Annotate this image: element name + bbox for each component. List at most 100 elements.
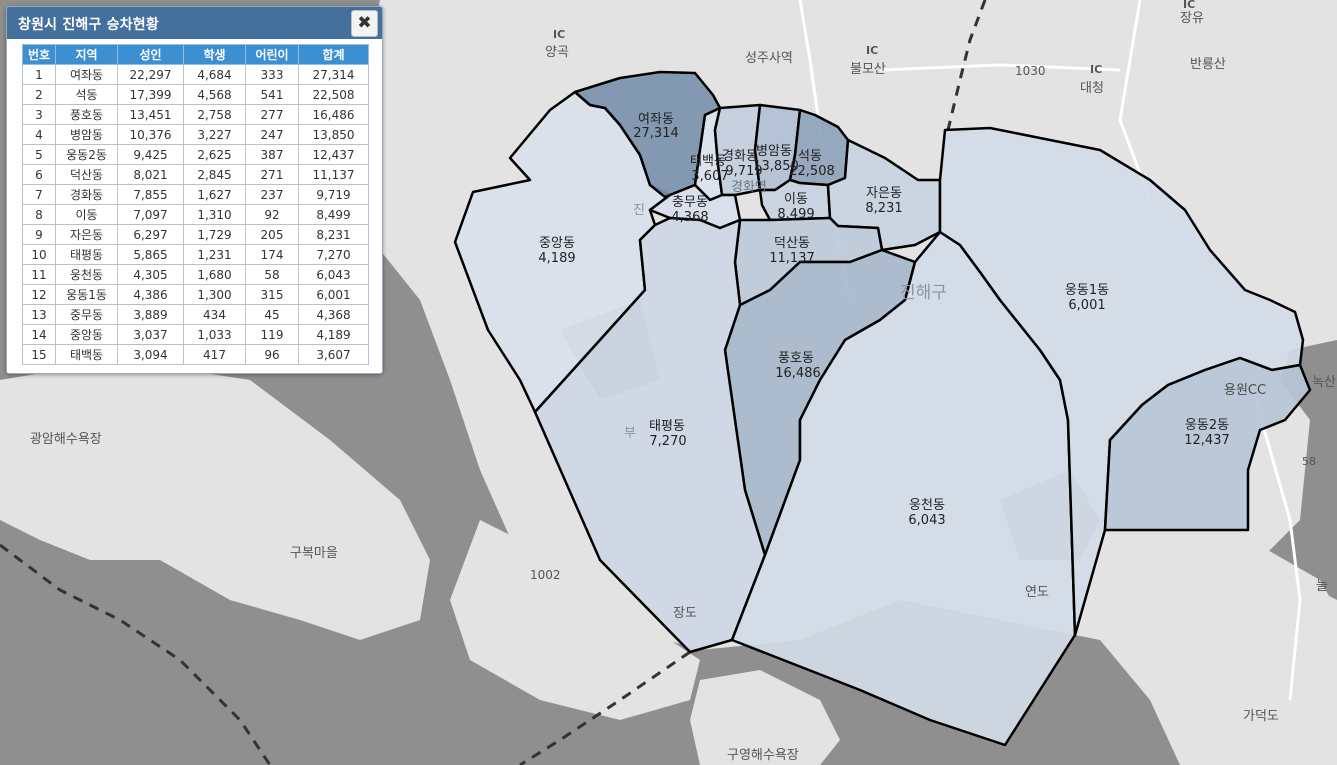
table-cell: 1,729 <box>183 224 246 245</box>
place-yanggok: 양곡 <box>545 45 569 60</box>
place-noksan: 녹산 <box>1312 375 1336 390</box>
table-cell: 58 <box>245 264 299 285</box>
ic-badge-jangyu: IC <box>1183 0 1195 11</box>
table-cell: 7,270 <box>298 244 369 265</box>
label-gyeonghwa-name: 경화동 <box>722 149 758 164</box>
table-cell: 5,865 <box>117 244 184 265</box>
label-pungho-total: 16,486 <box>775 366 821 381</box>
place-gyeonghwa-station: 경화역 <box>731 180 767 195</box>
table-cell: 8 <box>22 204 56 225</box>
table-cell: 6,043 <box>298 264 369 285</box>
table-cell: 3,094 <box>117 344 184 365</box>
table-row: 7 경화동 7,855 1,627 237 9,719 <box>22 184 369 205</box>
label-deoksan-name: 덕산동 <box>774 236 810 251</box>
table-cell: 13,451 <box>117 104 184 125</box>
label-pungho-name: 풍호동 <box>778 351 814 366</box>
table-cell: 1,033 <box>183 324 246 345</box>
table-cell: 247 <box>245 124 299 145</box>
table-cell: 119 <box>245 324 299 345</box>
table-row: 14 중앙동 3,037 1,033 119 4,189 <box>22 324 369 345</box>
table-cell: 12,437 <box>298 144 369 165</box>
road-1002: 1002 <box>530 568 561 582</box>
table-cell: 277 <box>245 104 299 125</box>
table-cell: 22,508 <box>298 84 369 105</box>
table-cell: 1,310 <box>183 204 246 225</box>
table-cell: 병암동 <box>55 124 118 145</box>
label-jaeun-name: 자은동 <box>866 186 902 201</box>
district-ungdong2[interactable] <box>1103 356 1312 532</box>
table-cell: 1,680 <box>183 264 246 285</box>
table-cell: 8,499 <box>298 204 369 225</box>
table-cell: 3,889 <box>117 304 184 325</box>
label-deoksan-total: 11,137 <box>769 251 815 266</box>
table-cell: 9,719 <box>298 184 369 205</box>
table-cell: 7,097 <box>117 204 184 225</box>
place-jinhae-gu: 진해구 <box>900 283 947 303</box>
table-cell: 4,305 <box>117 264 184 285</box>
district-polygons <box>453 70 1312 747</box>
label-jungang-name: 중앙동 <box>539 236 575 251</box>
table-cell: 2,625 <box>183 144 246 165</box>
table-cell: 8,231 <box>298 224 369 245</box>
label-jaeun-total: 8,231 <box>865 201 902 216</box>
table-cell: 중무동 <box>55 304 118 325</box>
table-cell: 45 <box>245 304 299 325</box>
table-cell: 417 <box>183 344 246 365</box>
table-cell: 92 <box>245 204 299 225</box>
table-row: 13 중무동 3,889 434 45 4,368 <box>22 304 369 325</box>
table-cell: 3,037 <box>117 324 184 345</box>
table-cell: 15 <box>22 344 56 365</box>
place-bu: 부 <box>624 426 636 441</box>
table-cell: 웅천동 <box>55 264 118 285</box>
table-cell: 6,297 <box>117 224 184 245</box>
table-cell: 3 <box>22 104 56 125</box>
table-cell: 4,368 <box>298 304 369 325</box>
label-ungdong1-total: 6,001 <box>1068 298 1105 313</box>
popup-header: 창원시 진해구 승차현황 ✖ <box>7 7 382 39</box>
table-row: 8 이동 7,097 1,310 92 8,499 <box>22 204 369 225</box>
label-seok-total: 22,508 <box>789 164 835 179</box>
close-button[interactable]: ✖ <box>351 10 378 37</box>
table-cell: 13 <box>22 304 56 325</box>
col-header-child: 어린이 <box>245 44 299 65</box>
table-cell: 17,399 <box>117 84 184 105</box>
table-cell: 7,855 <box>117 184 184 205</box>
table-cell: 27,314 <box>298 64 369 85</box>
table-cell: 13,850 <box>298 124 369 145</box>
label-taebaek-name: 태백동 <box>690 154 726 169</box>
label-jungmu-total: 4,368 <box>671 210 708 225</box>
label-byeongam-name: 병암동 <box>756 144 792 159</box>
table-cell: 174 <box>245 244 299 265</box>
table-header-row: 번호 지역 성인 학생 어린이 합계 <box>22 44 369 65</box>
table-cell: 9,425 <box>117 144 184 165</box>
label-ungdong1-name: 웅동1동 <box>1065 283 1109 298</box>
table-row: 15 태백동 3,094 417 96 3,607 <box>22 344 369 365</box>
label-gyeonghwa-total: 9,719 <box>725 164 762 179</box>
col-header-adult: 성인 <box>117 44 184 65</box>
ic-badge-yanggok: IC <box>553 28 565 41</box>
label-ungcheon-name: 웅천동 <box>909 498 945 513</box>
table-cell: 여좌동 <box>55 64 118 85</box>
table-cell: 2 <box>22 84 56 105</box>
table-cell: 4,568 <box>183 84 246 105</box>
table-cell: 1,627 <box>183 184 246 205</box>
table-cell: 205 <box>245 224 299 245</box>
table-row: 6 덕산동 8,021 2,845 271 11,137 <box>22 164 369 185</box>
district-taepyeong[interactable] <box>533 216 767 654</box>
district-labels: 여좌동 27,314 석동 22,508 풍호동 16,486 병암동 13,8… <box>538 112 1229 528</box>
table-cell: 7 <box>22 184 56 205</box>
col-header-region: 지역 <box>55 44 118 65</box>
label-taepyeong-name: 태평동 <box>649 419 685 434</box>
label-idong-name: 이동 <box>784 192 808 207</box>
place-yongwon-cc: 용원CC <box>1224 383 1266 398</box>
table-cell: 22,297 <box>117 64 184 85</box>
label-idong-total: 8,499 <box>777 207 814 222</box>
table-cell: 9 <box>22 224 56 245</box>
label-ungdong2-total: 12,437 <box>1184 433 1230 448</box>
table-cell: 경화동 <box>55 184 118 205</box>
ic-badge-daecheong: IC <box>1090 63 1102 76</box>
table-cell: 434 <box>183 304 246 325</box>
col-header-number: 번호 <box>22 44 56 65</box>
table-cell: 덕산동 <box>55 164 118 185</box>
